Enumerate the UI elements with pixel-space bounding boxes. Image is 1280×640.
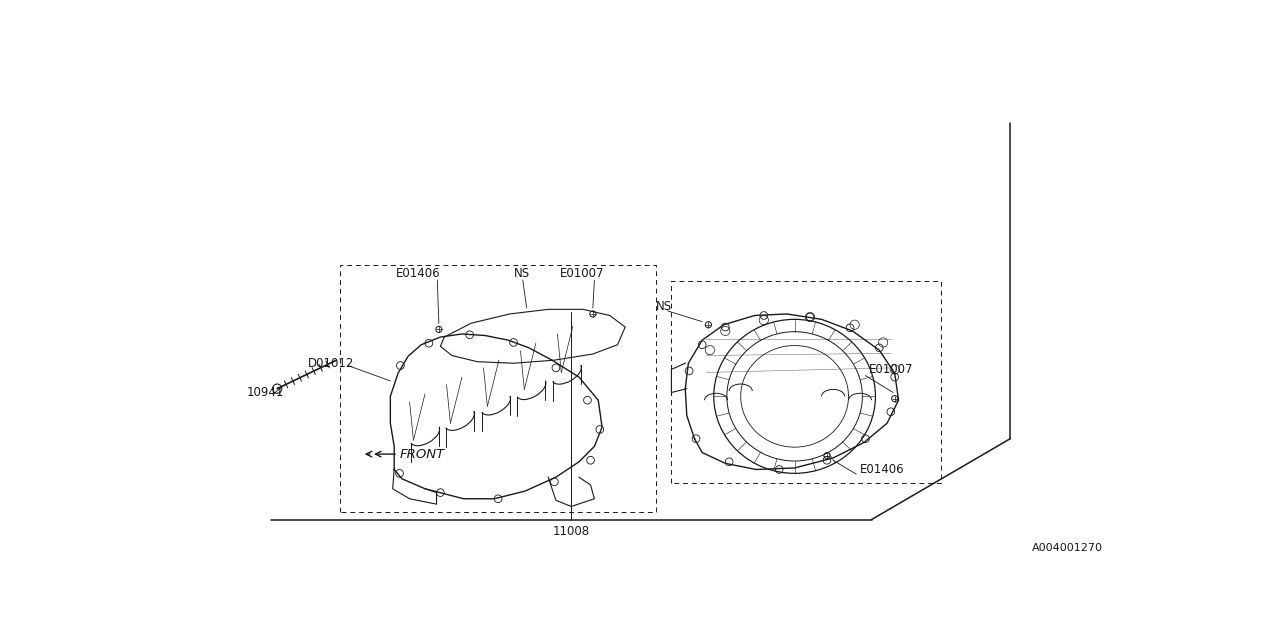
Text: E01007: E01007	[559, 268, 604, 280]
Text: D01012: D01012	[308, 356, 355, 370]
Text: E01007: E01007	[869, 363, 913, 376]
Text: 11008: 11008	[553, 525, 590, 538]
Text: FRONT: FRONT	[399, 447, 445, 461]
Text: NS: NS	[657, 300, 672, 313]
Text: NS: NS	[513, 268, 530, 280]
Text: E01406: E01406	[860, 463, 905, 476]
Text: A004001270: A004001270	[1032, 543, 1103, 553]
Text: 10941: 10941	[246, 386, 284, 399]
Text: E01406: E01406	[396, 268, 440, 280]
